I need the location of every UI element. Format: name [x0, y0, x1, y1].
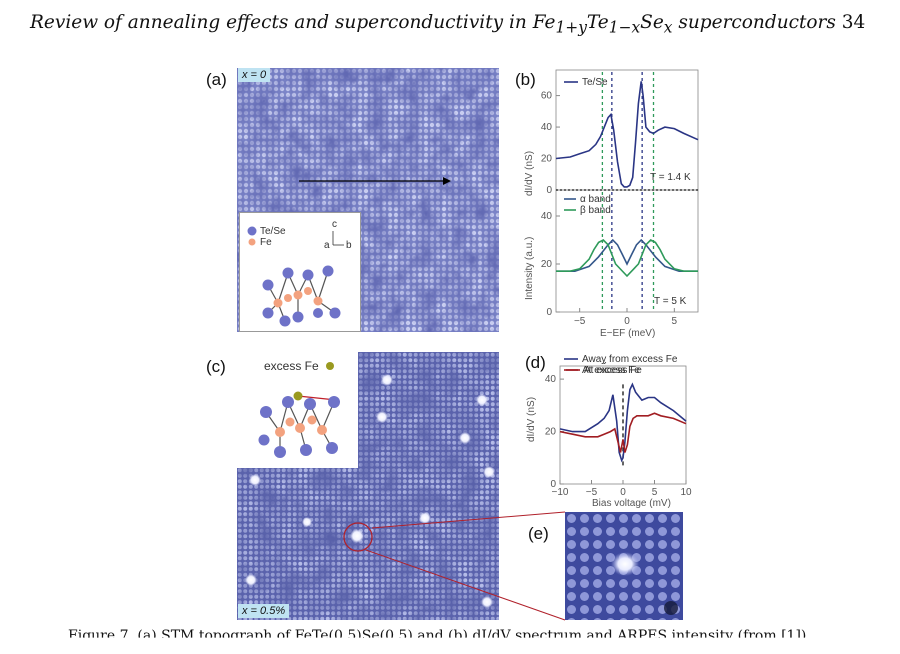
svg-text:Away from excess Fe: Away from excess Fe — [582, 354, 678, 365]
ylabel-d: dI/dV (nS) — [526, 397, 537, 442]
xtick-label: 10 — [680, 487, 692, 498]
panel-e-label: (e) — [528, 524, 549, 543]
ytick-label: 0 — [546, 185, 552, 196]
temp-top: T = 1.4 K — [650, 172, 691, 183]
xlabel-d: Bias voltage (mV) — [592, 498, 671, 508]
panel-a-label: (a) — [206, 70, 227, 89]
series-beta-band — [556, 239, 698, 278]
svg-text:a: a — [324, 240, 330, 251]
ytick-label: 40 — [541, 211, 553, 222]
xlabel-b: E−EF (meV) — [600, 328, 655, 338]
xtick-label: 0 — [620, 487, 626, 498]
legend-beta: β band — [580, 205, 611, 216]
xtick-label: −10 — [552, 487, 569, 498]
ytick-label: 20 — [545, 427, 557, 438]
legend-tese-b: Te/Se — [582, 77, 608, 88]
ytick-label: 40 — [541, 122, 553, 133]
ytick-label: 60 — [541, 91, 553, 102]
page-number: 34 — [841, 12, 866, 33]
xtick-label: −5 — [574, 316, 586, 327]
composition-badge-a: x = 0 — [238, 68, 271, 82]
legend-d: Away from excess Fe At excess Fe — [564, 354, 678, 376]
xtick-label: 0 — [624, 316, 630, 327]
legend-tese: Te/Se — [260, 226, 286, 237]
xtick-label: −5 — [586, 487, 598, 498]
ylabel-bottom: Intensity (a.u.) — [524, 237, 535, 300]
series-alpha-band — [556, 238, 698, 272]
stm-zoom-e — [565, 512, 683, 620]
series-tese — [555, 81, 699, 188]
spectra-chart-b: dI/dV (nS) Intensity (a.u.) 0 20 40 60 0 20 40… — [524, 69, 699, 338]
ylabel-top: dI/dV (nS) — [524, 151, 535, 196]
zoom-circle — [343, 522, 373, 552]
panel-d-label: (d) — [525, 353, 546, 372]
xtick-label: 5 — [672, 316, 678, 327]
crystal-structure-inset-c: excess Fe — [236, 352, 358, 468]
ytick-label: 20 — [541, 154, 553, 165]
panel-b-label: (b) — [515, 70, 536, 89]
excess-fe-title: excess Fe — [264, 359, 319, 373]
svg-text:c: c — [332, 219, 337, 230]
figure-caption: Figure 7. (a) STM topograph of FeTe(0.5)… — [68, 628, 807, 644]
temp-bottom: T = 5 K — [654, 296, 687, 307]
svg-text:b: b — [346, 240, 352, 251]
legend-away: Away from excess Fe — [584, 362, 680, 365]
series-at-excess-fe — [559, 412, 687, 453]
excess-fe-spots — [245, 374, 495, 608]
page-header: Review of annealing effects and supercon… — [30, 12, 866, 37]
svg-text:At excess Fe: At excess Fe — [582, 365, 640, 376]
spectra-chart-d: dI/dV (nS) 0 20 40 −10 −5 0 5 10 Away from exce… — [526, 362, 692, 508]
ytick-label: 0 — [546, 307, 552, 318]
legend-fe: Fe — [260, 237, 272, 248]
xtick-label: 5 — [652, 487, 658, 498]
ytick-label: 20 — [541, 259, 553, 270]
legend-at: At excess Fe — [584, 365, 642, 376]
panel-c-label: (c) — [206, 357, 226, 376]
ytick-label: 40 — [545, 374, 557, 385]
crystal-structure-inset-a: Te/Se Fe c a b — [239, 212, 361, 332]
composition-badge-c: x = 0.5% — [238, 604, 290, 618]
legend-alpha: α band — [580, 194, 611, 205]
ytick-label: 0 — [550, 479, 556, 490]
